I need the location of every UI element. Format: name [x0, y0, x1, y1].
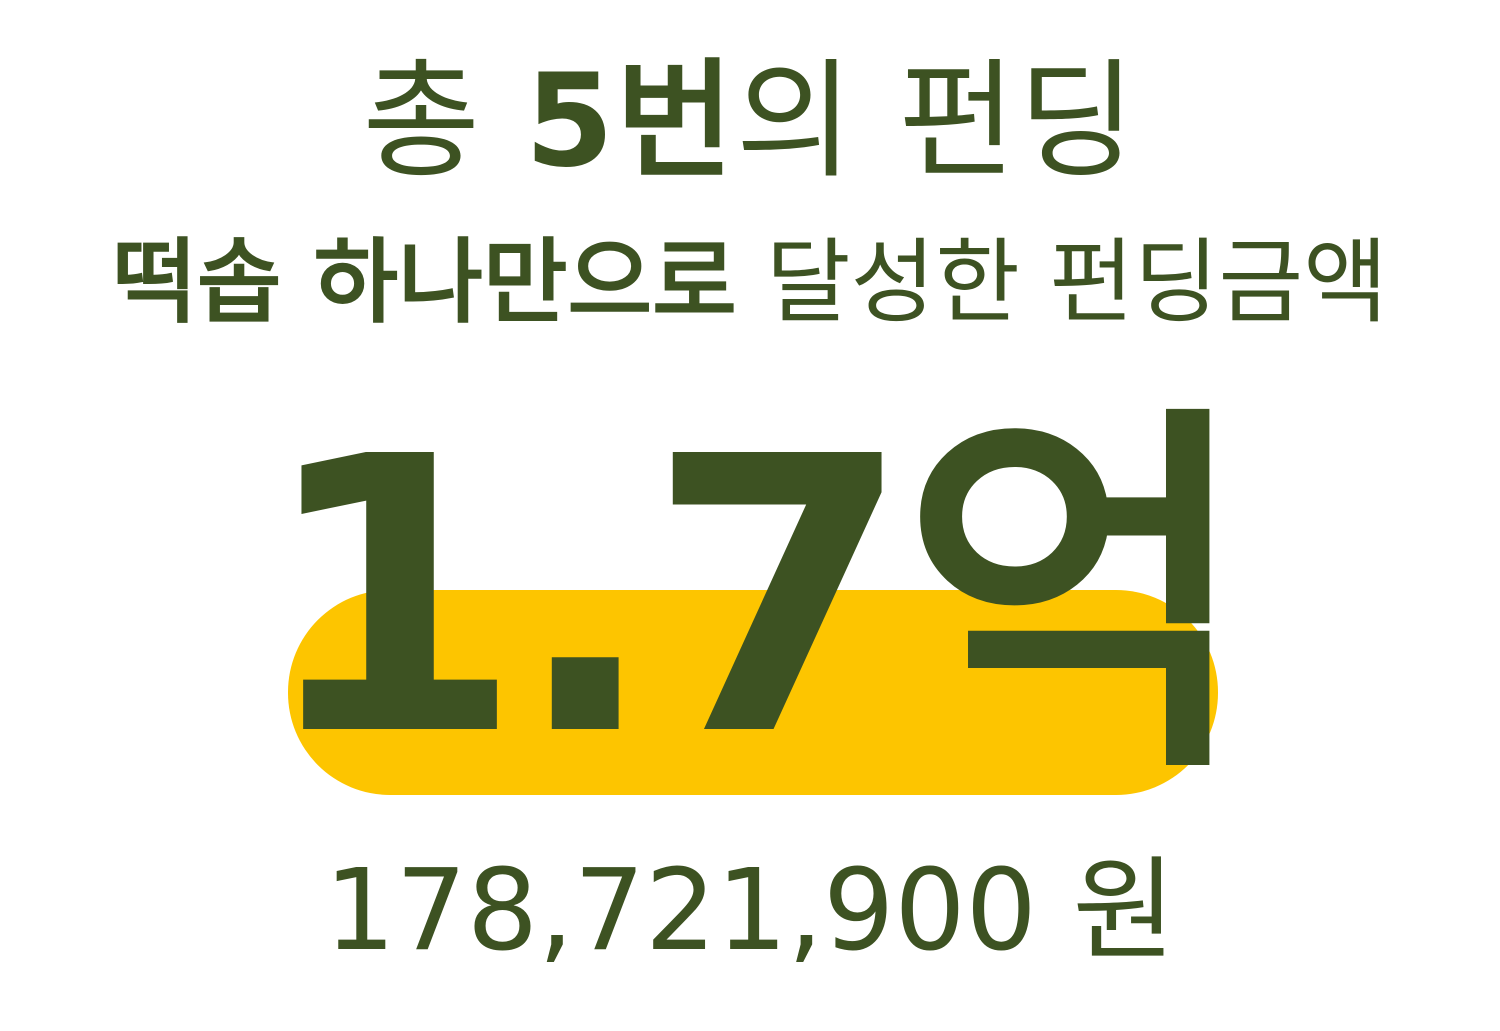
headline-suffix: 의 펀딩 — [735, 47, 1138, 196]
highlight-pill — [288, 590, 1218, 795]
subheadline-bold: 떡솝 하나만으로 — [112, 229, 737, 336]
headline-count: 5번 — [524, 47, 736, 196]
total-short: 1.7억 — [258, 376, 1252, 819]
total-exact: 178,721,900 원 — [324, 846, 1176, 976]
headline-prefix: 총 — [362, 47, 525, 196]
subheadline: 떡솝 하나만으로 달성한 펀딩금액 — [0, 232, 1500, 333]
subheadline-regular: 달성한 펀딩금액 — [736, 229, 1388, 336]
headline: 총 5번의 펀딩 — [0, 51, 1500, 193]
